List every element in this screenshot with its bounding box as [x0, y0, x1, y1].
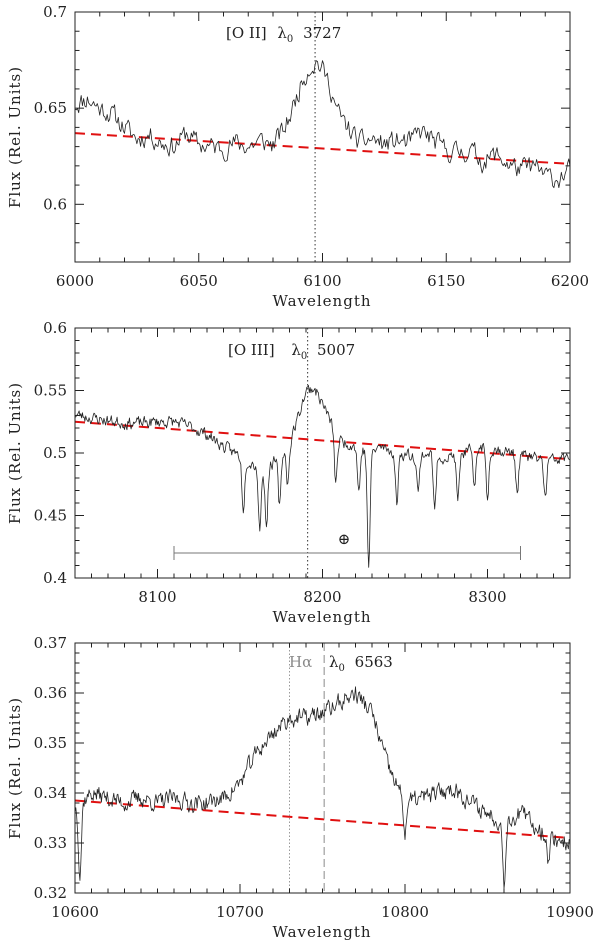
plot-area	[74, 12, 571, 262]
continuum-fit-line	[74, 132, 571, 165]
x-tick-label: 8200	[303, 588, 341, 606]
x-tick-label: 10900	[546, 903, 594, 921]
continuum-fit	[74, 132, 571, 165]
spectrum-line	[75, 385, 570, 568]
rest-wavelength: 3727	[303, 24, 341, 42]
x-tick-label: 6150	[427, 272, 465, 290]
y-tick-labels: 0.6 0.65 0.7	[34, 3, 67, 213]
y-tick-label: 0.7	[43, 3, 67, 21]
spectrum-line	[75, 686, 570, 889]
y-tick-label: 0.4	[43, 569, 67, 587]
y-tick-label: 0.33	[34, 834, 67, 852]
plot-area	[74, 643, 571, 893]
y-tick-label: 0.55	[34, 382, 67, 400]
x-tick-label: 6100	[303, 272, 341, 290]
y-tick-label: 0.6	[43, 195, 67, 213]
x-tick-label: 8300	[468, 588, 506, 606]
spectrum-series	[75, 385, 570, 568]
x-tick-label: 6200	[551, 272, 589, 290]
spectrum-series	[75, 60, 570, 189]
ion-label: [O III]	[228, 341, 275, 359]
continuum-fit-line	[74, 420, 571, 461]
y-tick-label: 0.37	[34, 634, 67, 652]
lambda-subscript: 0	[287, 34, 293, 45]
y-axis-label: Flux (Rel. Units)	[6, 382, 24, 524]
continuum-fit-line	[74, 799, 571, 839]
axis-ticks	[74, 327, 571, 579]
y-tick-label: 0.6	[43, 319, 67, 337]
lambda-symbol: λ	[329, 653, 339, 671]
rest-wavelength: 5007	[317, 341, 355, 359]
telluric-band	[173, 546, 521, 560]
lambda-symbol: λ	[277, 24, 287, 42]
x-axis-label: Wavelength	[272, 608, 371, 626]
x-tick-label: 10800	[381, 903, 429, 921]
lambda-subscript: 0	[339, 663, 345, 674]
y-tick-label: 0.34	[34, 784, 67, 802]
y-tick-label: 0.45	[34, 507, 67, 525]
y-tick-labels: 0.32 0.33 0.34 0.35 0.36 0.37	[34, 634, 67, 902]
x-tick-label: 6050	[180, 272, 218, 290]
y-tick-label: 0.65	[34, 99, 67, 117]
x-tick-label: 8100	[138, 588, 176, 606]
continuum-fit	[74, 799, 571, 839]
y-tick-label: 0.36	[34, 684, 67, 702]
y-tick-labels: 0.4 0.45 0.5 0.55 0.6	[34, 319, 67, 587]
axis-ticks	[74, 642, 571, 894]
ion-label: Hα	[289, 653, 312, 671]
continuum-fit	[74, 420, 571, 461]
y-tick-label: 0.32	[34, 884, 67, 902]
lambda-subscript: 0	[301, 351, 307, 362]
x-tick-labels: 6000 6050 6100 6150 6200	[56, 272, 589, 290]
x-tick-label: 10600	[51, 903, 99, 921]
x-tick-labels: 8100 8200 8300	[138, 588, 506, 606]
axes-frame	[74, 642, 571, 894]
rest-wavelength: 6563	[355, 653, 393, 671]
plot-area	[74, 328, 571, 578]
x-tick-label: 6000	[56, 272, 94, 290]
spectrum-line	[75, 60, 570, 189]
spectrum-series	[75, 686, 570, 889]
panel-halpha: 10600 10700 10800 10900 0.32 0.33 0.34 0…	[6, 634, 594, 941]
panel-oii: 6000 6050 6100 6150 6200 0.6 0.65 0.7 Wa…	[6, 3, 589, 310]
panel-oiii: 8100 8200 8300 0.4 0.45 0.5 0.55 0.6 Wav…	[6, 319, 571, 626]
y-axis-label: Flux (Rel. Units)	[6, 697, 24, 839]
x-axis-label: Wavelength	[272, 292, 371, 310]
y-tick-label: 0.35	[34, 734, 67, 752]
line-annotation: [O II] λ0 3727	[226, 24, 341, 46]
marker-lines	[289, 643, 325, 893]
line-annotation: Hα λ0 6563	[289, 653, 393, 675]
y-tick-label: 0.5	[43, 444, 67, 462]
axis-ticks	[74, 11, 571, 263]
y-axis-label: Flux (Rel. Units)	[6, 66, 24, 208]
x-axis-label: Wavelength	[272, 923, 371, 941]
ion-label: [O II]	[226, 24, 267, 42]
line-annotation: [O III] λ0 5007	[228, 341, 355, 363]
telluric-symbol: ⊕	[338, 530, 351, 548]
lambda-symbol: λ	[291, 341, 301, 359]
x-tick-labels: 10600 10700 10800 10900	[51, 903, 594, 921]
x-tick-label: 10700	[216, 903, 264, 921]
